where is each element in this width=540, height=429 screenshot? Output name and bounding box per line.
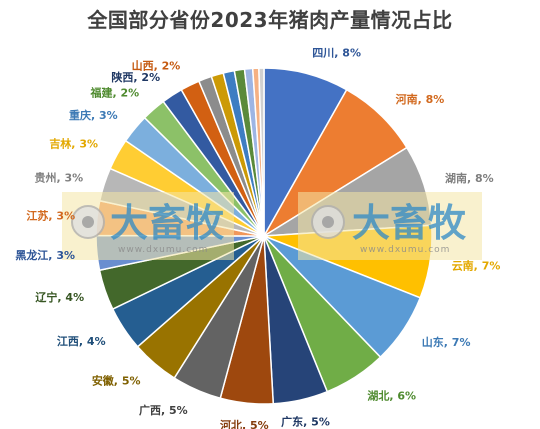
slice-label: 湖北, 6% xyxy=(367,388,416,402)
pie-labels: 四川, 8% 河南, 8% 湖南, 8% 云南, 7% 山东, 7% 湖北, 6% 广东, … xyxy=(15,46,500,429)
watermark-site-left: www.dxumu.com xyxy=(118,245,208,255)
slice-label: 河南, 8% xyxy=(396,92,445,106)
slice-label: 河北, 5% xyxy=(220,418,269,429)
watermarks: 大畜牧 www.dxumu.com 大畜牧 www.dxumu.com xyxy=(62,192,482,260)
slice-label: 山东, 7% xyxy=(422,335,471,349)
slice-label: 四川, 8% xyxy=(312,46,361,59)
slice-label: 吉林, 3% xyxy=(49,137,98,151)
slice-label: 江苏, 3% xyxy=(26,209,75,223)
chart-title: 全国部分省份2023年猪肉产量情况占比 xyxy=(87,8,453,32)
watermark-brand-left: 大畜牧 xyxy=(110,201,225,245)
slice-label: 广东, 5% xyxy=(281,414,330,428)
pie-slice xyxy=(263,67,348,239)
slice-label: 辽宁, 4% xyxy=(35,290,84,304)
watermark-site-right: www.dxumu.com xyxy=(360,245,450,255)
slice-label: 贵州, 3% xyxy=(35,171,84,185)
slice-label: 湖南, 8% xyxy=(445,171,494,185)
slice-label: 安徽, 5% xyxy=(92,373,141,387)
slice-label: 云南, 7% xyxy=(452,259,501,273)
slice-label: 广西, 5% xyxy=(139,403,188,417)
watermark-brand-right: 大畜牧 xyxy=(352,201,467,245)
slice-label: 山西, 2% xyxy=(132,58,181,72)
pie-slice xyxy=(258,67,265,237)
slice-label: 福建, 2% xyxy=(90,86,140,100)
watermark-right: 大畜牧 www.dxumu.com xyxy=(298,192,482,260)
slice-label: 陕西, 2% xyxy=(111,70,160,84)
slice-label: 重庆, 3% xyxy=(69,108,118,122)
slice-label: 江西, 4% xyxy=(57,334,106,348)
slice-label: 黑龙江, 3% xyxy=(15,248,75,262)
watermark-left: 大畜牧 www.dxumu.com xyxy=(62,192,234,260)
